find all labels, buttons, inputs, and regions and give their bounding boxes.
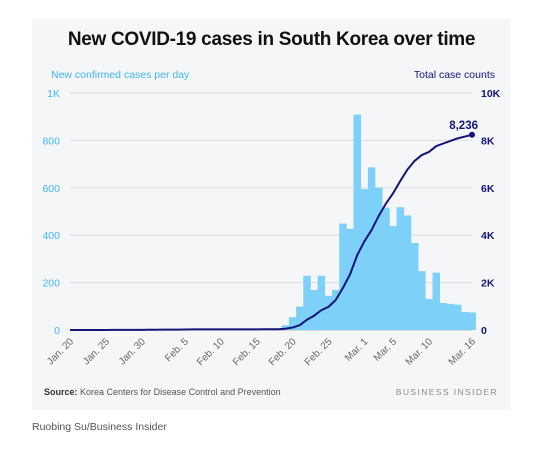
x-tick-label: Mar. 1 bbox=[343, 336, 371, 364]
bar bbox=[454, 304, 462, 330]
bar bbox=[461, 311, 469, 330]
bar bbox=[410, 243, 419, 330]
source-label: Source: bbox=[44, 387, 78, 397]
right-tick-label: 4K bbox=[481, 230, 495, 242]
bar bbox=[324, 295, 333, 330]
x-tick-label: Mar. 16 bbox=[447, 336, 479, 368]
x-tick-label: Mar. 10 bbox=[404, 336, 436, 368]
chart-plot: 8,236 0 200 400 600 800 1K 0 2K 4K 6K 8K 10K Jan. 20… bbox=[42, 88, 501, 368]
right-tick-label: 2K bbox=[481, 278, 495, 290]
right-tick-label: 10K bbox=[481, 88, 501, 100]
x-tick-label: Feb. 5 bbox=[163, 336, 191, 364]
bar bbox=[425, 298, 433, 330]
bar bbox=[317, 275, 326, 330]
bar bbox=[367, 167, 376, 330]
x-tick-label: Feb. 25 bbox=[303, 336, 335, 368]
bar bbox=[346, 228, 354, 330]
bar bbox=[375, 187, 383, 330]
bar bbox=[310, 289, 318, 330]
bar bbox=[382, 207, 390, 330]
left-tick-label: 200 bbox=[42, 278, 60, 290]
right-axis-label: Total case counts bbox=[413, 69, 495, 81]
bar bbox=[353, 114, 362, 330]
line-end-label: 8,236 bbox=[449, 120, 478, 132]
right-tick-label: 6K bbox=[481, 183, 495, 195]
bar bbox=[432, 272, 440, 330]
x-tick-label: Jan. 30 bbox=[117, 336, 148, 367]
bar bbox=[360, 188, 369, 330]
bar bbox=[281, 325, 290, 330]
x-tick-label: Mar. 5 bbox=[372, 336, 400, 364]
left-tick-label: 400 bbox=[42, 230, 60, 242]
line-series: 8,236 bbox=[70, 120, 478, 331]
source-text: Korea Centers for Disease Control and Pr… bbox=[80, 387, 281, 397]
bar-series bbox=[66, 114, 476, 330]
bar bbox=[389, 226, 397, 330]
bar bbox=[296, 306, 304, 330]
source-note: Source: Korea Centers for Disease Contro… bbox=[44, 387, 281, 397]
chart-card: New COVID-19 cases in South Korea over t… bbox=[32, 19, 511, 410]
left-tick-label: 800 bbox=[42, 135, 60, 147]
line-end-point bbox=[469, 131, 475, 138]
bar bbox=[339, 223, 347, 330]
left-tick-label: 600 bbox=[42, 183, 60, 195]
bar bbox=[303, 275, 311, 330]
left-tick-label: 0 bbox=[54, 325, 60, 337]
bar bbox=[332, 289, 340, 330]
bar bbox=[288, 317, 297, 330]
bar bbox=[418, 271, 426, 330]
brand-logo: BUSINESS INSIDER bbox=[395, 387, 498, 397]
bar bbox=[396, 207, 405, 330]
total-cases-line bbox=[70, 133, 473, 331]
bar bbox=[468, 312, 476, 330]
bar bbox=[403, 215, 412, 330]
left-tick-label: 1K bbox=[47, 88, 60, 100]
x-tick-label: Feb. 10 bbox=[195, 336, 227, 368]
x-tick-label: Jan. 25 bbox=[81, 336, 112, 367]
bar bbox=[446, 303, 455, 330]
bar bbox=[439, 302, 448, 330]
right-tick-label: 8K bbox=[481, 135, 495, 147]
image-credit: Ruobing Su/Business Insider bbox=[32, 421, 167, 433]
x-tick-label: Feb. 15 bbox=[231, 336, 263, 368]
right-tick-label: 0 bbox=[481, 325, 487, 337]
chart-title: New COVID-19 cases in South Korea over t… bbox=[67, 29, 476, 50]
x-tick-label: Feb. 20 bbox=[267, 336, 299, 368]
x-tick-label: Jan. 20 bbox=[45, 336, 76, 367]
left-axis-label: New confirmed cases per day bbox=[51, 69, 190, 81]
